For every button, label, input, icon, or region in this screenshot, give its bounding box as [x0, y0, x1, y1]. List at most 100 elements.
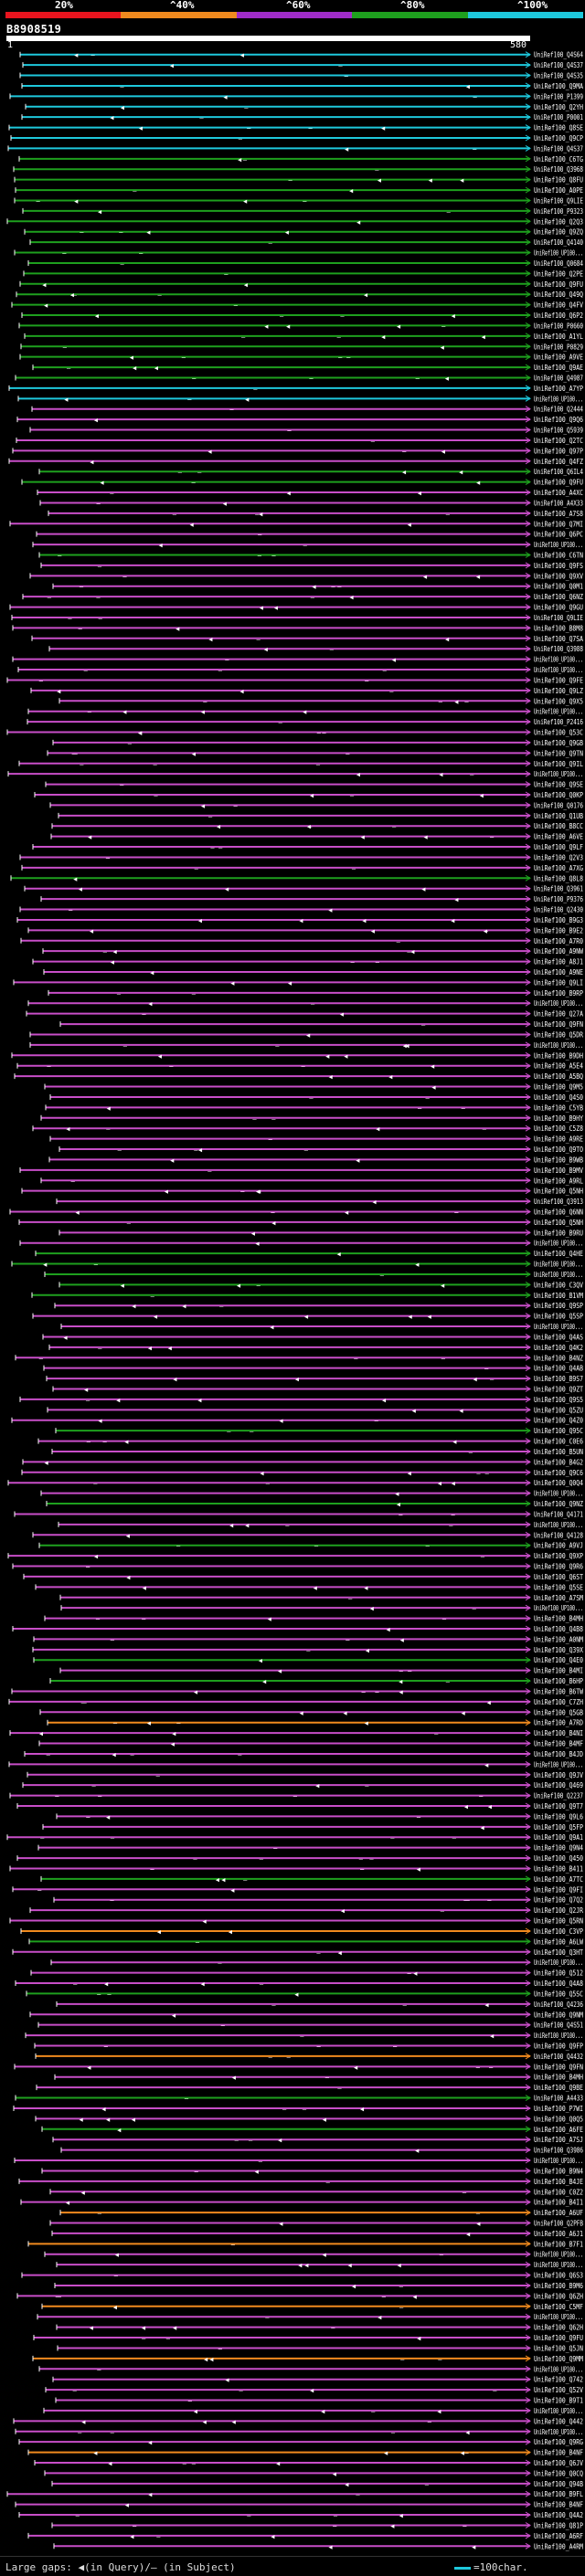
hit-label[interactable]: UniRef100_UP100...: [534, 770, 583, 778]
hit-row[interactable]: – ◀ UniRef100_UP100...: [60, 1604, 583, 1612]
hit-row[interactable]: – UniRef100_Q4AB: [43, 1365, 583, 1373]
hit-row[interactable]: ◀ ◀ – ◀ UniRef100_B9S7: [46, 1375, 583, 1383]
hit-row[interactable]: ◀ UniRef100_B4G2: [22, 1458, 583, 1466]
hit-row[interactable]: – ◀ UniRef100_Q2430: [19, 906, 583, 914]
hit-row[interactable]: – UniRef100_Q2444: [31, 406, 583, 414]
hit-row[interactable]: ◀ ◀ ◀ – UniRef100_UP100...: [27, 708, 583, 716]
hit-label[interactable]: UniRef100_B9N4: [534, 2167, 583, 2175]
hit-label[interactable]: UniRef100_Q4E0: [534, 1656, 583, 1664]
hit-label[interactable]: UniRef100_Q6IL4: [534, 468, 583, 476]
hit-row[interactable]: ◀ UniRef100_Q4HE: [35, 1250, 583, 1258]
hit-row[interactable]: – UniRef100_Q9JV: [27, 1771, 583, 1779]
hit-row[interactable]: – UniRef100_Q5939: [29, 427, 583, 435]
hit-row[interactable]: – UniRef100_B5UN: [51, 1448, 583, 1456]
hit-row[interactable]: – ◀ UniRef100_B8M8: [12, 624, 583, 632]
hit-label[interactable]: UniRef100_B9RU: [534, 1229, 583, 1237]
hit-label[interactable]: UniRef100_Q2PFB: [534, 2220, 583, 2228]
hit-row[interactable]: – – – UniRef100_UP100...: [17, 666, 583, 674]
hit-row[interactable]: ◀ ◀ – – UniRef100_UP100...: [58, 1521, 583, 1529]
hit-row[interactable]: – – UniRef100_B9HY: [40, 1114, 583, 1123]
hit-label[interactable]: UniRef100_UP100...: [534, 2261, 583, 2269]
hit-label[interactable]: UniRef100_Q9XP: [534, 1552, 583, 1560]
hit-row[interactable]: – UniRef100_A7YP: [8, 385, 583, 393]
hit-row[interactable]: – ◀ UniRef100_Q39X: [32, 1646, 583, 1654]
hit-row[interactable]: ◀ – – ◀ UniRef100_Q9FN: [14, 2063, 583, 2071]
hit-row[interactable]: ◀ – – UniRef100_A7SJ: [52, 2136, 583, 2144]
hit-row[interactable]: – – – UniRef100_C6TN: [38, 552, 583, 560]
hit-row[interactable]: – ◀ ◀ UniRef100_A4XC: [37, 489, 583, 497]
hit-label[interactable]: UniRef100_Q97P: [534, 447, 583, 455]
hit-label[interactable]: UniRef100_P9376: [534, 895, 583, 903]
hit-label[interactable]: UniRef100_B8CC: [534, 822, 583, 830]
hit-row[interactable]: – ◀ ◀ ◀ UniRef100_Q442: [13, 2417, 583, 2425]
hit-row[interactable]: – – – – UniRef100_Q2237: [9, 1792, 583, 1800]
hit-row[interactable]: ◀ – – ◀ UniRef100_B6TW: [11, 1688, 583, 1696]
hit-row[interactable]: ◀ ◀ UniRef100_Q7MI: [9, 520, 583, 528]
hit-row[interactable]: – UniRef100_B9T1: [55, 2397, 583, 2405]
hit-label[interactable]: UniRef100_Q2444: [534, 406, 583, 414]
hit-row[interactable]: – UniRef100_A7R0: [20, 937, 583, 945]
hit-row[interactable]: ◀ ◀ UniRef100_Q2PFB: [49, 2220, 583, 2228]
hit-row[interactable]: ◀ – ◀ UniRef100_Q9SP: [54, 1302, 583, 1310]
hit-row[interactable]: ◀ ◀ ◀ – UniRef100_Q62H: [56, 2324, 583, 2332]
hit-row[interactable]: ◀ – UniRef100_Q27A: [26, 1010, 583, 1019]
hit-label[interactable]: UniRef100_C3QV: [534, 1281, 583, 1289]
hit-row[interactable]: – ◀ – ◀ UniRef100_A1YL: [24, 333, 583, 341]
hit-label[interactable]: UniRef100_Q81P: [534, 2522, 583, 2530]
hit-row[interactable]: ◀ – UniRef100_B4MH: [54, 2074, 583, 2082]
hit-row[interactable]: ◀ ◀ ◀ UniRef100_B9DH: [11, 1051, 583, 1060]
hit-row[interactable]: – –◀ ◀ UniRef100_A9NW: [42, 947, 583, 955]
hit-row[interactable]: ◀ –– UniRef100_B4MI: [59, 1667, 583, 1675]
hit-label[interactable]: UniRef100_Q27A: [534, 1010, 583, 1019]
hit-label[interactable]: UniRef100_Q5JN: [534, 2345, 583, 2353]
hit-label[interactable]: UniRef100_B4JD: [534, 1750, 583, 1758]
hit-label[interactable]: UniRef100_Q9LIE: [534, 614, 583, 622]
hit-row[interactable]: – –– – UniRef100_Q450: [16, 1854, 583, 1863]
hit-row[interactable]: ◀ – ◀ UniRef100_UP100...: [44, 2251, 583, 2259]
hit-row[interactable]: – ◀ ◀ UniRef100_Q4Z0: [11, 1417, 583, 1425]
hit-label[interactable]: UniRef100_Q9R6: [534, 1563, 583, 1571]
hit-label[interactable]: UniRef100_Q3986: [534, 2147, 583, 2155]
hit-row[interactable]: ◀ ◀ – – UniRef100_Q6JV: [34, 2459, 583, 2467]
hit-row[interactable]: ◀ UniRef100_Q4AS: [42, 1333, 583, 1341]
hit-label[interactable]: UniRef100_Q4171: [534, 1511, 583, 1519]
hit-row[interactable]: ◀ UniRef100_B4MF: [38, 1740, 583, 1748]
hit-row[interactable]: – ◀ ◀ UniRef100_B4NI: [9, 1729, 583, 1737]
hit-label[interactable]: UniRef100_P1399: [534, 92, 583, 100]
hit-label[interactable]: UniRef100_Q9SE: [534, 781, 583, 789]
hit-row[interactable]: – ◀ ◀ ◀ UniRef100_C3QV: [58, 1281, 583, 1289]
hit-label[interactable]: UniRef100_Q9NM: [534, 2011, 583, 2019]
hit-row[interactable]: – ◀ UniRef100_A4X33: [39, 499, 583, 507]
hit-label[interactable]: UniRef100_B6TW: [534, 1688, 583, 1696]
hit-row[interactable]: – UniRef100_A4433: [15, 2095, 583, 2103]
hit-row[interactable]: ◀ ◀ ◀ UniRef100_Q3961: [24, 885, 583, 893]
hit-row[interactable]: – UniRef100_B1VM: [31, 1292, 583, 1300]
hit-row[interactable]: – ◀ ◀ UniRef100_Q4S64: [19, 51, 583, 59]
hit-label[interactable]: UniRef100_Q1UB: [534, 812, 583, 820]
hit-label[interactable]: UniRef100_Q9SP: [534, 1302, 583, 1310]
hit-row[interactable]: – – – UniRef100_B4NZ: [15, 1354, 583, 1362]
hit-row[interactable]: – – UniRef100_B9RP: [48, 989, 583, 998]
hit-label[interactable]: UniRef100_Q9C6: [534, 1469, 583, 1477]
hit-row[interactable]: – ◀ – – UniRef100_Q6NZ: [22, 593, 583, 601]
hit-row[interactable]: – ◀ UniRef100_C5MF: [41, 2303, 583, 2311]
hit-row[interactable]: – ◀ UniRef100_Q9FI: [12, 1885, 583, 1894]
hit-label[interactable]: UniRef100_UP100...: [534, 1604, 583, 1612]
hit-row[interactable]: – – UniRef100_A7XG: [21, 864, 583, 872]
hit-label[interactable]: UniRef100_Q3988: [534, 645, 583, 653]
hit-label[interactable]: UniRef100_A5BQ: [534, 1072, 583, 1081]
hit-label[interactable]: UniRef100_Q9M5: [534, 1083, 583, 1092]
hit-label[interactable]: UniRef100_Q9XV: [534, 572, 583, 580]
hit-row[interactable]: ◀ – – – UniRef100_Q52V: [45, 2386, 583, 2394]
hit-row[interactable]: – – – – UniRef100_Q9A1: [6, 1833, 583, 1842]
hit-label[interactable]: UniRef100_UP100...: [534, 541, 583, 549]
hit-label[interactable]: UniRef100_Q6ST: [534, 1573, 583, 1581]
hit-row[interactable]: – UniRef100_Q9SE: [45, 781, 583, 789]
hit-label[interactable]: UniRef100_UP100...: [534, 249, 583, 258]
hit-row[interactable]: ◀ ◀ UniRef100_Q9LI: [13, 978, 583, 987]
hit-row[interactable]: – ◀ ◀ ◀ UniRef100_Q9S5: [19, 1396, 583, 1404]
hit-label[interactable]: UniRef100_UP100...: [534, 1240, 583, 1248]
hit-row[interactable]: –– ◀ UniRef100_C7ZH: [8, 1698, 583, 1706]
hit-row[interactable]: – ◀ – ◀ UniRef100_Q4A8: [15, 1980, 583, 1988]
hit-label[interactable]: UniRef100_A7SM: [534, 1594, 583, 1602]
